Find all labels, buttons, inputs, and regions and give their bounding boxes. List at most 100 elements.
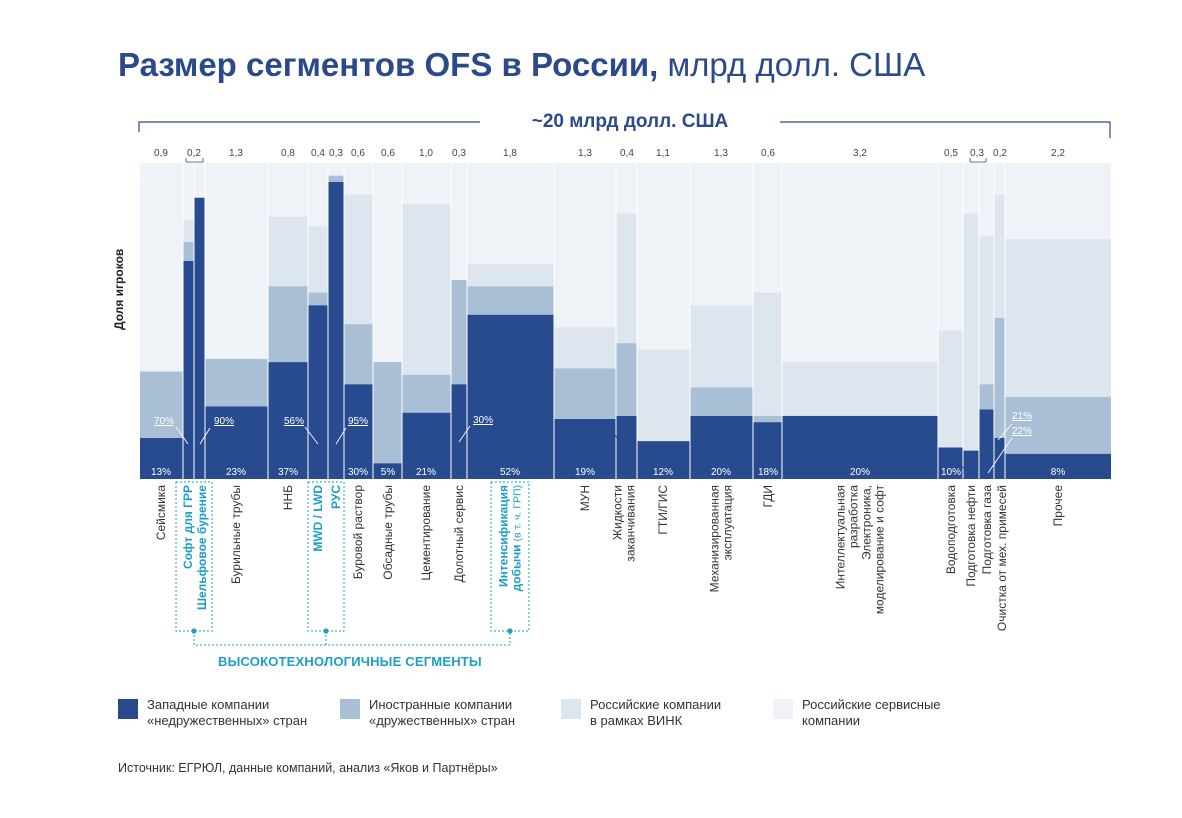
bar-seg-13-2 (616, 213, 637, 344)
bar-seg-13-0 (616, 415, 637, 479)
category-label: МУН (578, 485, 592, 511)
bar-seg-19-0 (963, 450, 979, 479)
bar-seg-11-2 (467, 264, 554, 287)
bar-seg-0-0 (140, 437, 183, 479)
bar-seg-17-0 (782, 415, 938, 479)
category-label: Подготовка нефти (964, 485, 978, 587)
callout-leader (335, 427, 347, 445)
size-label: 0,8 (281, 148, 295, 159)
legend-swatch-russian-service (773, 699, 793, 719)
bar-seg-20-0 (979, 409, 994, 479)
bar-seg-0-1 (140, 371, 183, 438)
bar-seg-22-0 (1005, 453, 1111, 479)
bar-seg-7-1 (344, 324, 373, 385)
bar-seg-4-2 (268, 216, 308, 287)
bar-seg-18-2 (938, 330, 963, 448)
size-bracket (969, 158, 987, 163)
share-callout: 20% (594, 424, 614, 435)
size-label: 0,9 (154, 148, 168, 159)
source-note: Источник: ЕГРЮЛ, данные компаний, анализ… (118, 761, 498, 775)
category-label: Сейсмика (154, 485, 168, 541)
legend-swatch-russian-vink (561, 699, 581, 719)
highlight-dot (191, 628, 197, 634)
category-sublabel: (в т. ч. ГРП) (512, 485, 524, 544)
category-label: MWD / LWD (311, 485, 325, 552)
category-label: Водоподготовка (944, 485, 958, 574)
size-label: 0,6 (761, 148, 775, 159)
bar-seg-6-0 (328, 181, 344, 479)
category-label: добычи (в т. ч. ГРП) (510, 485, 524, 591)
callout-leader (199, 427, 211, 445)
category-label: Интенсификация (497, 485, 511, 587)
size-label: 0,6 (381, 148, 395, 159)
size-label: 0,4 (620, 148, 634, 159)
category-label: ГДИ (761, 485, 775, 507)
bar-seg-6-1 (328, 175, 344, 182)
highlight-dot (323, 628, 329, 634)
bar-seg-17-2 (782, 362, 938, 416)
category-label: Буровой раствор (351, 485, 365, 580)
highlight-box-mwd (307, 481, 345, 632)
size-label: 0,2 (187, 148, 201, 159)
category-label: моделирование и софт (873, 485, 887, 615)
bar-seg-5-0 (308, 305, 328, 479)
bar-seg-21-2 (994, 194, 1005, 318)
bar-value-label: 37% (278, 467, 298, 478)
bar-seg-21-0 (994, 437, 1005, 479)
category-label: Электроника, (860, 485, 874, 560)
share-callout: 70% (154, 416, 174, 427)
bar-seg-16-2 (753, 292, 782, 416)
category-label: Подготовка газа (980, 485, 994, 575)
y-axis-label: Доля игроков (112, 248, 126, 330)
bar-value-label: 13% (151, 467, 171, 478)
bar-value-label: 19% (575, 467, 595, 478)
bar-seg-14-2 (637, 349, 690, 442)
bar-value-label: 23% (226, 467, 246, 478)
bar-seg-1-0 (183, 260, 194, 479)
category-label: Шельфовое бурение (195, 485, 209, 610)
legend-line2: «дружественных» стран (369, 713, 516, 728)
bar-seg-16-0 (753, 422, 782, 479)
bar-value-label: 10% (941, 467, 961, 478)
share-callout: 21% (1012, 411, 1032, 422)
chart-title: Размер сегментов OFS в России, млрд долл… (118, 46, 925, 84)
bar-seg-1-2 (183, 219, 194, 242)
share-callout: 30% (473, 415, 493, 426)
highlight-box-geo (175, 481, 213, 632)
bar-seg-10-1 (451, 279, 467, 385)
size-label: 0,2 (993, 148, 1007, 159)
share-callout: 9% (944, 451, 959, 462)
legend-line1: Российские сервисные (802, 697, 941, 712)
bar-value-label: 20% (850, 467, 870, 478)
bar-value-label: 30% (348, 467, 368, 478)
bar-value-label: 21% (416, 467, 436, 478)
size-label: 1,3 (714, 148, 728, 159)
callout-leader (458, 425, 471, 443)
bar-seg-14-0 (637, 441, 690, 479)
title-bold: Размер сегментов OFS в России, (118, 46, 659, 83)
bar-seg-19-2 (963, 213, 979, 451)
bar-seg-5-2 (308, 226, 328, 293)
category-label: Прочее (1051, 485, 1065, 527)
bar-seg-12-0 (554, 418, 616, 479)
bar-seg-7-0 (344, 384, 373, 479)
category-label: Интеллектуальная (834, 485, 848, 589)
category-label: заканчивания (624, 485, 638, 562)
size-label: 1,0 (419, 148, 433, 159)
share-callout: 56% (284, 416, 304, 427)
category-label: разработка (847, 485, 861, 548)
highlight-dot (507, 628, 513, 634)
bar-seg-3-1 (205, 358, 268, 407)
bar-value-label: 5% (381, 467, 396, 478)
callout-leader (304, 426, 319, 445)
category-label: РУС (329, 485, 343, 509)
bar-seg-20-1 (979, 384, 994, 410)
bar-seg-15-0 (690, 415, 753, 479)
size-label: 1,8 (503, 148, 517, 159)
bar-seg-12-2 (554, 327, 616, 369)
legend-line1: Иностранные компании (369, 697, 513, 712)
highlight-connector (193, 631, 511, 646)
title-unit: млрд долл. США (658, 46, 926, 83)
category-label: Обсадные трубы (381, 485, 395, 580)
category-label: ННБ (281, 485, 295, 510)
